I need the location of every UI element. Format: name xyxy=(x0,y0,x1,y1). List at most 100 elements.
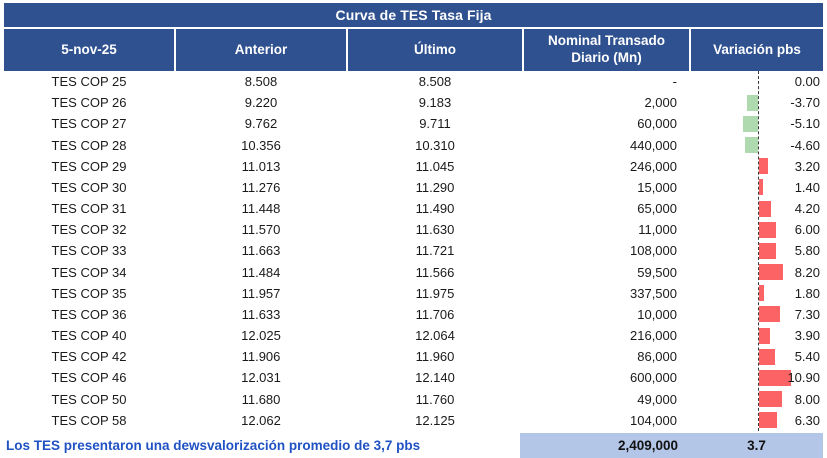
anterior-value: 11.663 xyxy=(241,243,281,259)
column-header-variacion: Variación pbs xyxy=(691,29,823,71)
variacion-cell: 5.80 xyxy=(691,240,823,261)
bond-name: TES COP 50 xyxy=(51,391,127,407)
bond-name: TES COP 26 xyxy=(51,95,127,111)
anterior-value: 11.448 xyxy=(241,201,281,217)
anterior-value: 12.025 xyxy=(241,328,281,344)
variacion-average: 3.7 xyxy=(747,438,766,453)
variacion-cell: -4.60 xyxy=(691,135,823,156)
anterior-value: 11.013 xyxy=(241,158,281,174)
variacion-value: 8.20 xyxy=(794,264,820,280)
nominal-value: 104,000 xyxy=(630,412,677,428)
table-row: TES COP 30 11.276 11.290 15,000 1.40 xyxy=(4,177,823,198)
table-row: TES COP 36 11.633 11.706 10,000 7.30 xyxy=(4,304,823,325)
nominal-value: 216,000 xyxy=(630,328,677,344)
variacion-value: 6.00 xyxy=(794,222,820,238)
variacion-data-bar xyxy=(759,200,772,217)
anterior-value: 10.356 xyxy=(241,137,281,153)
ultimo-value: 10.310 xyxy=(415,137,455,153)
variacion-cell: 0.00 xyxy=(691,71,823,92)
nominal-value: 11,000 xyxy=(638,222,677,238)
nominal-total: 2,409,000 xyxy=(617,438,678,453)
variacion-cell: 6.00 xyxy=(691,219,823,240)
variacion-cell: 1.80 xyxy=(691,283,823,304)
variacion-cell: 6.30 xyxy=(691,410,823,431)
anterior-value: 12.031 xyxy=(241,370,281,386)
nominal-value: - xyxy=(672,74,677,90)
variacion-cell: 7.30 xyxy=(691,304,823,325)
ultimo-value: 11.760 xyxy=(415,391,455,407)
variacion-cell: -5.10 xyxy=(691,113,823,134)
variacion-cell: 3.20 xyxy=(691,156,823,177)
nominal-value: 246,000 xyxy=(630,158,677,174)
nominal-value: 2,000 xyxy=(644,95,677,111)
ultimo-value: 12.140 xyxy=(415,370,455,386)
variacion-value: -4.60 xyxy=(790,137,820,153)
nominal-value: 15,000 xyxy=(637,179,677,195)
ultimo-value: 11.566 xyxy=(415,264,455,280)
variacion-value: 6.30 xyxy=(794,412,820,428)
summary-note: Los TES presentaron una dewsvalorización… xyxy=(6,438,421,453)
variacion-cell: 1.40 xyxy=(691,177,823,198)
anterior-value: 11.570 xyxy=(241,222,281,238)
variacion-data-bar xyxy=(759,264,783,281)
variacion-cell: 10.90 xyxy=(691,367,823,388)
variacion-value: 5.80 xyxy=(794,243,820,259)
table-row: TES COP 40 12.025 12.064 216,000 3.90 xyxy=(4,325,823,346)
table-row: TES COP 33 11.663 11.721 108,000 5.80 xyxy=(4,240,823,261)
bond-name: TES COP 35 xyxy=(51,285,127,301)
variacion-value: -5.10 xyxy=(790,116,820,132)
ultimo-value: 11.706 xyxy=(415,306,455,322)
bond-name: TES COP 33 xyxy=(51,243,127,259)
summary-band: 2,409,000 3.7 xyxy=(520,433,823,458)
nominal-value: 65,000 xyxy=(637,201,677,217)
ultimo-value: 11.290 xyxy=(415,179,455,195)
variacion-data-bar xyxy=(759,285,765,302)
table-row: TES COP 46 12.031 12.140 600,000 10.90 xyxy=(4,367,823,388)
table-body: TES COP 25 8.508 8.508 - 0.00 TES COP 26… xyxy=(4,71,823,431)
column-header-date: 5-nov-25 xyxy=(4,29,174,71)
variacion-data-bar xyxy=(747,94,758,111)
variacion-data-bar xyxy=(744,137,758,154)
variacion-value: 0.00 xyxy=(794,74,820,90)
ultimo-value: 11.975 xyxy=(415,285,455,301)
anterior-value: 12.062 xyxy=(241,412,281,428)
variacion-data-bar xyxy=(759,221,777,238)
table-row: TES COP 32 11.570 11.630 11,000 6.00 xyxy=(4,219,823,240)
ultimo-value: 11.960 xyxy=(415,349,455,365)
nominal-value: 10,000 xyxy=(637,306,677,322)
bond-name: TES COP 42 xyxy=(51,349,127,365)
ultimo-value: 8.508 xyxy=(418,74,452,90)
ultimo-value: 12.064 xyxy=(415,328,455,344)
variacion-cell: 8.00 xyxy=(691,389,823,410)
variacion-value: 3.20 xyxy=(794,158,820,174)
variacion-cell: 8.20 xyxy=(691,262,823,283)
table-row: TES COP 50 11.680 11.760 49,000 8.00 xyxy=(4,389,823,410)
table-title: Curva de TES Tasa Fija xyxy=(4,3,823,27)
nominal-value: 337,500 xyxy=(630,285,677,301)
ultimo-value: 12.125 xyxy=(415,412,455,428)
variacion-data-bar xyxy=(759,412,778,429)
summary-row: Los TES presentaron una dewsvalorización… xyxy=(4,433,823,458)
variacion-data-bar xyxy=(759,179,764,196)
bond-name: TES COP 40 xyxy=(51,328,127,344)
bond-name: TES COP 34 xyxy=(51,264,127,280)
table-row: TES COP 29 11.013 11.045 246,000 3.20 xyxy=(4,156,823,177)
variacion-value: 1.80 xyxy=(794,285,820,301)
variacion-value: 1.40 xyxy=(794,179,820,195)
ultimo-value: 11.721 xyxy=(415,243,455,259)
variacion-value: 8.00 xyxy=(794,391,820,407)
ultimo-value: 9.711 xyxy=(419,116,451,132)
nominal-value: 59,500 xyxy=(637,264,677,280)
variacion-data-bar xyxy=(759,327,771,344)
column-header-anterior: Anterior xyxy=(176,29,346,71)
anterior-value: 9.220 xyxy=(244,95,278,111)
anterior-value: 8.508 xyxy=(244,74,278,90)
variacion-cell: -3.70 xyxy=(691,92,823,113)
variacion-data-bar xyxy=(759,158,769,175)
table-row: TES COP 25 8.508 8.508 - 0.00 xyxy=(4,71,823,92)
bond-name: TES COP 31 xyxy=(51,201,127,217)
nominal-value: 60,000 xyxy=(637,116,677,132)
bond-name: TES COP 29 xyxy=(51,158,127,174)
variacion-cell: 3.90 xyxy=(691,325,823,346)
